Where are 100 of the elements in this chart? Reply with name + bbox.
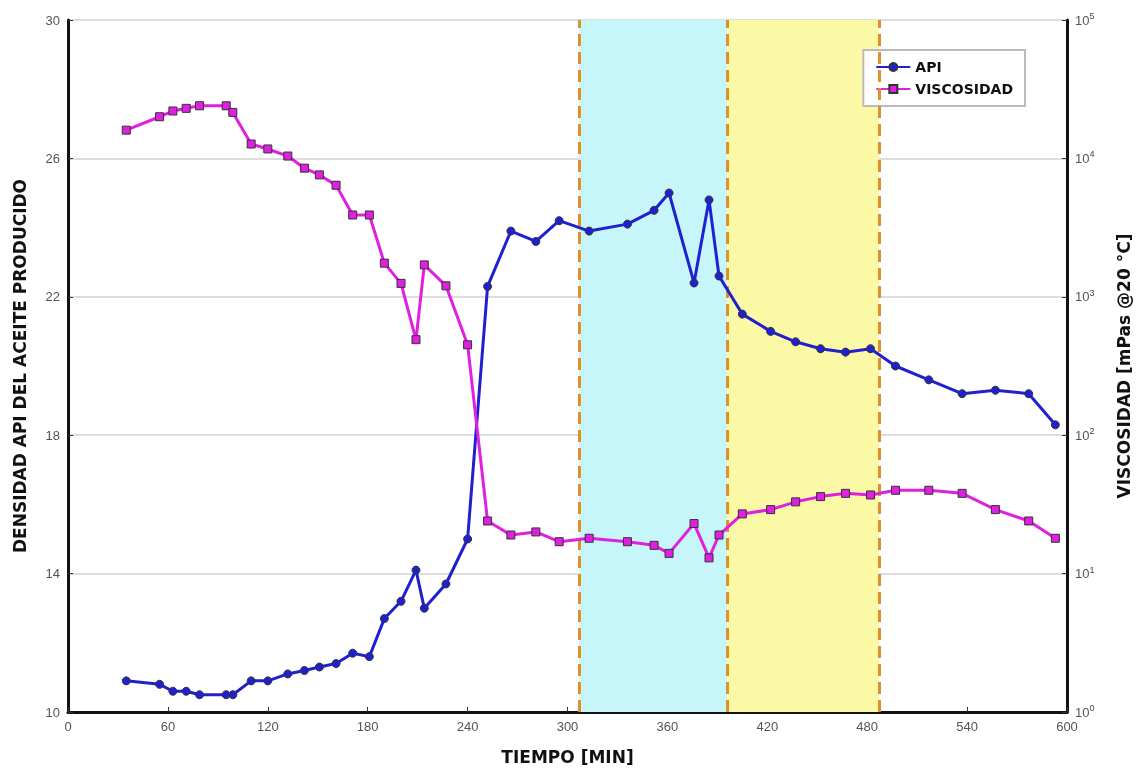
point xyxy=(816,344,826,354)
point xyxy=(506,530,516,540)
legend-label: API xyxy=(915,59,942,75)
point xyxy=(704,195,714,205)
point xyxy=(649,540,659,550)
point xyxy=(924,485,934,495)
y-tick-label: 26 xyxy=(45,150,60,166)
point xyxy=(364,652,374,662)
point xyxy=(168,686,178,696)
x-tick-label: 600 xyxy=(1056,719,1078,734)
point xyxy=(891,361,901,371)
point xyxy=(195,690,205,700)
point xyxy=(622,219,632,229)
point xyxy=(228,107,238,117)
point xyxy=(331,659,341,669)
point xyxy=(554,537,564,547)
point xyxy=(379,614,389,624)
point xyxy=(181,686,191,696)
point xyxy=(664,548,674,558)
point xyxy=(463,534,473,544)
point xyxy=(411,335,421,345)
point xyxy=(841,347,851,357)
point xyxy=(246,676,256,686)
point xyxy=(841,488,851,498)
point xyxy=(957,389,967,399)
point xyxy=(283,151,293,161)
x-tick-label: 480 xyxy=(856,719,879,734)
point xyxy=(1050,420,1060,430)
point xyxy=(924,375,934,385)
point xyxy=(314,662,324,672)
point xyxy=(181,103,191,113)
point xyxy=(816,492,826,502)
point xyxy=(299,163,309,173)
x-tick-label: 360 xyxy=(656,719,679,734)
x-tick-label: 0 xyxy=(64,719,72,734)
x-tick-label: 540 xyxy=(956,719,978,734)
point xyxy=(195,101,205,111)
point xyxy=(766,505,776,515)
x-tick-label: 240 xyxy=(456,719,479,734)
point xyxy=(891,485,901,495)
point xyxy=(228,690,238,700)
point xyxy=(283,669,293,679)
point xyxy=(483,281,493,291)
x-axis-title: TIEMPO [MIN] xyxy=(501,746,634,767)
point xyxy=(246,139,256,149)
point xyxy=(866,344,876,354)
point xyxy=(584,533,594,543)
point xyxy=(411,565,421,575)
y-tick-label: 22 xyxy=(45,289,60,305)
x-tick-label: 60 xyxy=(160,719,176,734)
point xyxy=(791,337,801,347)
point xyxy=(299,665,309,675)
point xyxy=(348,210,358,220)
y2-axis-title: VISCOSIDAD [mPas @20 °C] xyxy=(1113,233,1134,499)
legend-label: VISCOSIDAD xyxy=(915,81,1013,97)
point xyxy=(689,519,699,529)
point xyxy=(331,180,341,190)
point xyxy=(649,205,659,215)
x-tick-label: 120 xyxy=(256,719,279,734)
point xyxy=(737,509,747,519)
point xyxy=(348,648,358,658)
x-tick-label: 420 xyxy=(756,719,779,734)
point xyxy=(766,326,776,336)
point xyxy=(1050,533,1060,543)
point xyxy=(441,579,451,589)
point xyxy=(121,125,131,135)
point xyxy=(1024,516,1034,526)
point xyxy=(1024,389,1034,399)
y-tick-label: 10 xyxy=(45,704,60,720)
point xyxy=(584,226,594,236)
point xyxy=(155,112,165,122)
point xyxy=(689,278,699,288)
point xyxy=(441,281,451,291)
y-axis-title: DENSIDAD API DEL ACEITE PRODUCIDO xyxy=(9,178,30,554)
point xyxy=(364,210,374,220)
point xyxy=(531,236,541,246)
point xyxy=(121,676,131,686)
point xyxy=(531,527,541,537)
point xyxy=(463,340,473,350)
point xyxy=(506,226,516,236)
y-tick-label: 30 xyxy=(45,12,60,28)
point xyxy=(990,505,1000,515)
point xyxy=(263,676,273,686)
point xyxy=(866,490,876,500)
x-tick-label: 300 xyxy=(556,719,579,734)
point xyxy=(419,603,429,613)
point xyxy=(155,679,165,689)
x-tick-label: 180 xyxy=(356,719,379,734)
point xyxy=(957,488,967,498)
point xyxy=(379,258,389,268)
point xyxy=(396,278,406,288)
point xyxy=(221,101,231,111)
point xyxy=(791,497,801,507)
point xyxy=(622,537,632,547)
point xyxy=(990,385,1000,395)
point xyxy=(419,260,429,270)
point xyxy=(664,188,674,198)
point xyxy=(704,553,714,563)
point xyxy=(396,596,406,606)
point xyxy=(263,144,273,154)
